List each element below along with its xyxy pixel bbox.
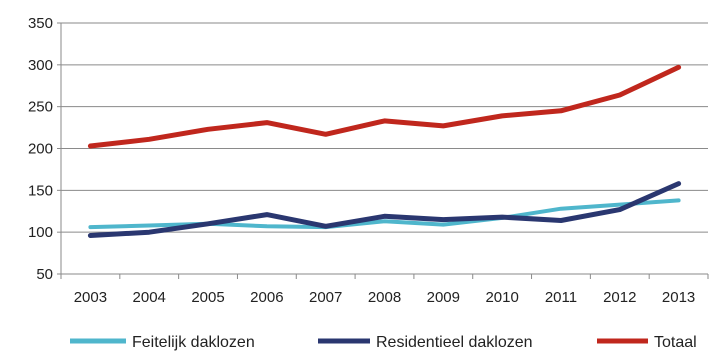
y-tick-label: 100 xyxy=(28,224,53,241)
x-tick-label: 2003 xyxy=(74,289,107,306)
legend-label-feitelijk-daklozen: Feitelijk daklozen xyxy=(132,334,255,351)
y-tick-label: 250 xyxy=(28,99,53,116)
series-lines xyxy=(87,64,682,238)
y-tick-label: 50 xyxy=(36,266,53,283)
legend-label-residentieel-daklozen: Residentieel daklozen xyxy=(376,334,533,351)
x-tick-label: 2009 xyxy=(427,289,460,306)
x-tick-label: 2011 xyxy=(545,289,577,306)
series-line-residentieel-daklozen xyxy=(87,181,682,238)
x-tick-label: 2013 xyxy=(662,289,695,306)
x-tick-label: 2012 xyxy=(603,289,636,306)
y-tick-label: 300 xyxy=(28,57,53,74)
x-tick-label: 2007 xyxy=(309,289,342,306)
x-tick-label: 2006 xyxy=(250,289,283,306)
y-tick-label: 200 xyxy=(28,141,53,158)
x-tick-label: 2004 xyxy=(133,289,166,306)
x-tick-label: 2008 xyxy=(368,289,401,306)
legend: Feitelijk daklozen Residentieel daklozen T… xyxy=(70,334,697,351)
legend-label-totaal: Totaal xyxy=(654,334,697,351)
x-axis xyxy=(57,22,709,279)
x-tick-label: 2005 xyxy=(191,289,224,306)
x-axis-ticks: 2003 2004 2005 2006 2007 2008 2009 2010 2011 2012… xyxy=(74,289,696,306)
x-tick-label: 2010 xyxy=(485,289,518,306)
gridlines xyxy=(61,22,708,275)
y-axis-ticks: 50 100 150 200 250 300 350 xyxy=(28,15,53,283)
y-tick-label: 150 xyxy=(28,182,53,199)
y-tick-label: 350 xyxy=(28,15,53,32)
series-line-totaal xyxy=(87,64,682,149)
